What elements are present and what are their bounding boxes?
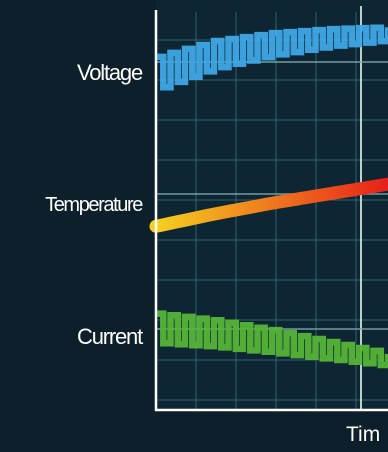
series-label-voltage: Voltage (77, 60, 143, 85)
series-layer (149, 24, 388, 369)
series-line-temperature (149, 177, 388, 233)
x-axis-label: Tim (346, 423, 380, 446)
series-label-current: Current (77, 324, 143, 349)
series-line-current (156, 310, 388, 369)
series-line-voltage (156, 24, 388, 91)
series-label-temperature: Temperature (45, 194, 143, 216)
